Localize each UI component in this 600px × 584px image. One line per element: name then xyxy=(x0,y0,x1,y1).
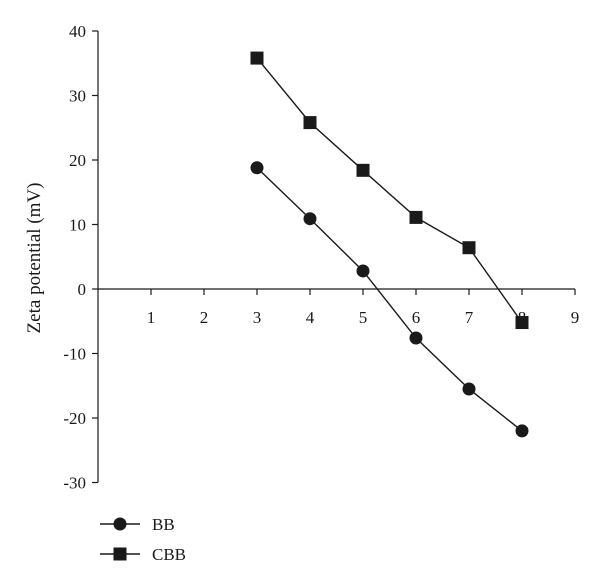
x-tick-label: 2 xyxy=(200,308,209,327)
legend-label: CBB xyxy=(152,545,186,564)
point-bb xyxy=(303,212,317,226)
y-tick-label: 0 xyxy=(78,280,87,299)
y-tick-label: 30 xyxy=(69,87,86,106)
x-tick-label: 5 xyxy=(359,308,368,327)
y-tick-label: -20 xyxy=(63,409,86,428)
legend-marker-circle xyxy=(113,517,127,531)
point-bb xyxy=(409,331,423,345)
point-cbb xyxy=(250,51,264,65)
y-tick-label: -30 xyxy=(63,474,86,493)
legend-label: BB xyxy=(152,515,175,534)
x-tick-label: 7 xyxy=(465,308,474,327)
legend: BB CBB xyxy=(100,515,186,564)
series-cbb xyxy=(250,51,529,330)
x-tick-label: 1 xyxy=(147,308,156,327)
x-tick-label: 9 xyxy=(571,308,580,327)
series-line-bb xyxy=(256,167,523,432)
point-cbb xyxy=(409,210,423,224)
y-tick-label: -10 xyxy=(63,345,86,364)
series-layer xyxy=(250,51,529,438)
point-cbb xyxy=(462,241,476,255)
point-cbb xyxy=(515,316,529,330)
x-tick-label: 3 xyxy=(253,308,262,327)
point-cbb xyxy=(356,163,370,177)
series-line-cbb xyxy=(256,57,523,323)
point-bb xyxy=(250,161,264,175)
legend-item-bb: BB xyxy=(100,515,175,534)
point-cbb xyxy=(303,116,317,130)
point-bb xyxy=(462,382,476,396)
point-bb xyxy=(356,264,370,278)
legend-marker-square xyxy=(113,547,127,561)
series-bb xyxy=(250,161,529,438)
point-bb xyxy=(515,424,529,438)
x-tick-label: 4 xyxy=(306,308,315,327)
y-tick-label: 20 xyxy=(69,151,86,170)
y-tick-label: 40 xyxy=(69,22,86,41)
x-tick-label: 6 xyxy=(412,308,421,327)
legend-item-cbb: CBB xyxy=(100,545,186,564)
y-tick-label: 10 xyxy=(69,216,86,235)
y-axis-title: Zeta potential (mV) xyxy=(24,183,45,334)
